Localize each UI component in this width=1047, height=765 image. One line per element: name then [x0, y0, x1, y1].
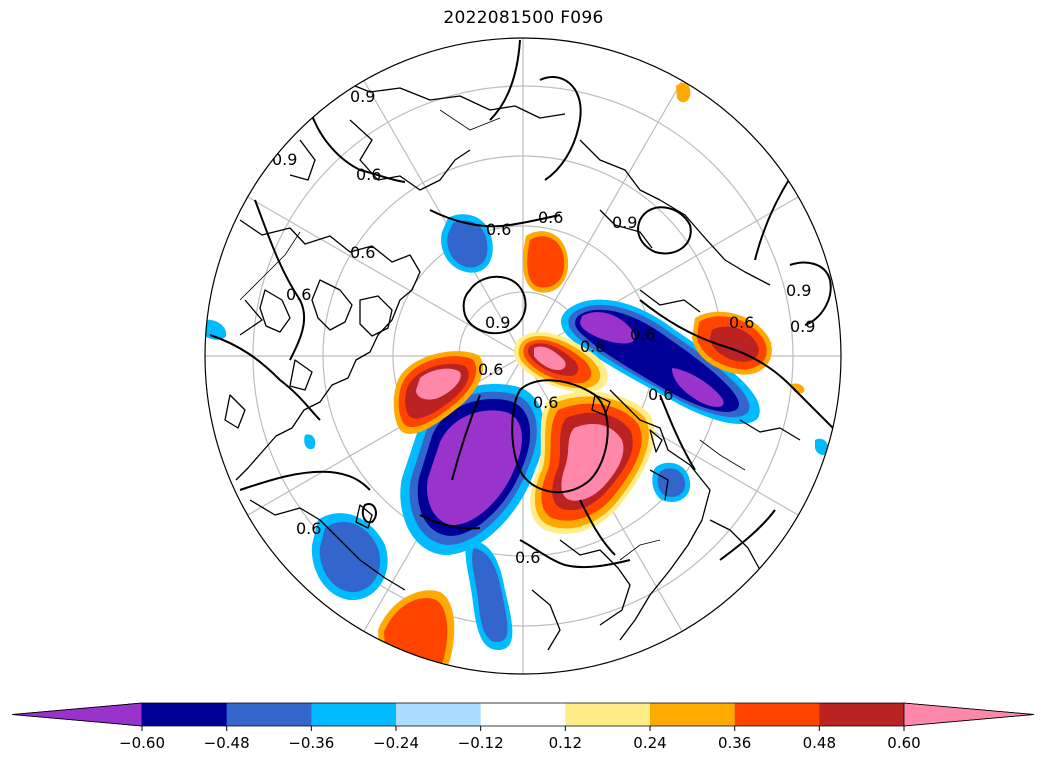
colorbar-tick-label: −0.12: [458, 734, 504, 752]
colorbar-swatch: [565, 703, 651, 726]
colorbar-swatch: [226, 703, 312, 726]
contour-label: 0.6: [533, 393, 558, 412]
coastlines: [224, 79, 801, 651]
contour-label: 0.9: [790, 317, 815, 336]
colorbar-swatch: [819, 703, 905, 726]
colorbar-swatch: [734, 703, 820, 726]
anomaly-fields: [205, 82, 829, 674]
negative-anomaly-north: [441, 214, 493, 273]
colorbar-extend-high: [903, 702, 1035, 727]
contour-lines: [209, 39, 841, 569]
polar-map: 0.9 0.6 0.9 0.6 0.6 0.6 0.6 0.9 0.6 0.6 …: [204, 37, 842, 675]
contour-label: 0.6: [515, 548, 540, 567]
contour-label: 0.6: [580, 337, 605, 356]
contour-labels: 0.9 0.6 0.9 0.6 0.6 0.6 0.6 0.9 0.6 0.6 …: [272, 87, 815, 567]
contour-label: 0.6: [286, 285, 311, 304]
contour-label: 0.6: [538, 208, 563, 227]
contour-label: 0.9: [786, 281, 811, 300]
colorbar-ticks: −0.60 −0.48 −0.36 −0.24 −0.12 0.12 0.24 0.36 0.4…: [119, 726, 921, 752]
colorbar-swatch: [142, 703, 228, 726]
negative-anomaly-east: [560, 299, 760, 425]
contour-label: 0.6: [648, 385, 673, 404]
colorbar-tick-label: 0.36: [718, 734, 751, 752]
contour-label: 0.6: [729, 313, 754, 332]
colorbar-swatch: [650, 703, 736, 726]
positive-anomaly-pole: [513, 332, 608, 393]
colorbar: −0.60 −0.48 −0.36 −0.24 −0.12 0.12 0.24 0.36 0.4…: [11, 702, 1035, 752]
contour-label: 0.9: [272, 150, 297, 169]
map-title: 2022081500 F096: [443, 8, 604, 28]
contour-label: 0.9: [612, 213, 637, 232]
colorbar-swatches: [11, 702, 1035, 727]
contour-label: 0.6: [356, 165, 381, 184]
contour-label: 0.6: [486, 220, 511, 239]
colorbar-swatch: [396, 703, 482, 726]
contour-label: 0.6: [478, 360, 503, 379]
colorbar-extend-low: [11, 702, 143, 727]
borders: [239, 109, 746, 561]
colorbar-tick-label: −0.60: [119, 734, 165, 752]
negative-anomaly-southwest: [311, 513, 388, 601]
colorbar-swatch: [480, 703, 566, 726]
positive-anomaly-north: [522, 231, 569, 293]
colorbar-tick-label: −0.24: [373, 734, 419, 752]
colorbar-tick-label: −0.48: [204, 734, 250, 752]
colorbar-tick-label: 0.60: [887, 734, 920, 752]
positive-anomaly-west: [393, 351, 484, 434]
contour-label: 0.9: [485, 313, 510, 332]
colorbar-tick-label: 0.24: [633, 734, 666, 752]
contour-label: 0.9: [350, 87, 375, 106]
colorbar-swatch: [311, 703, 397, 726]
contour-label: 0.6: [296, 519, 321, 538]
map-boundary: [204, 37, 842, 675]
negative-anomaly-central: [400, 384, 545, 650]
colorbar-tick-label: 0.12: [549, 734, 582, 752]
contour-label: 0.6: [630, 325, 655, 344]
colorbar-tick-label: −0.36: [288, 734, 334, 752]
contour-label: 0.6: [350, 243, 375, 262]
colorbar-tick-label: 0.48: [803, 734, 836, 752]
